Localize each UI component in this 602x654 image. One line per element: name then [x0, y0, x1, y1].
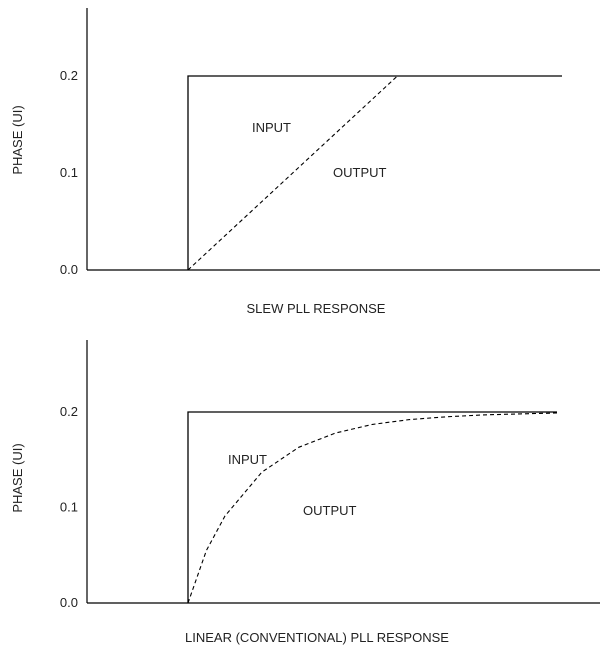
- y-tick-label: 0.1: [60, 500, 78, 515]
- input-series-line: [187, 75, 562, 270]
- y-tick-label: 0.2: [60, 68, 78, 83]
- chart-title: LINEAR (CONVENTIONAL) PLL RESPONSE: [185, 630, 449, 645]
- input-series-line: [187, 411, 557, 603]
- y-axis-label: PHASE (UI): [10, 443, 25, 512]
- y-tick-label: 0.2: [60, 404, 78, 419]
- chart-title: SLEW PLL RESPONSE: [247, 301, 386, 316]
- input-annotation: INPUT: [228, 452, 267, 467]
- output-annotation: OUTPUT: [303, 503, 357, 518]
- chart-1: 0.0 0.1 0.2 PHASE (UI) INPUT OUTPUT SLEW PLL R…: [10, 8, 600, 316]
- output-series-line: [187, 412, 558, 604]
- y-axis-label: PHASE (UI): [10, 105, 25, 174]
- input-annotation: INPUT: [252, 120, 291, 135]
- y-tick-label: 0.1: [60, 165, 78, 180]
- output-series-line: [187, 75, 398, 271]
- y-tick-label: 0.0: [60, 595, 78, 610]
- output-annotation: OUTPUT: [333, 165, 387, 180]
- chart-2: 0.0 0.1 0.2 PHASE (UI) INPUT OUTPUT LINEAR (CO…: [10, 340, 600, 645]
- y-tick-label: 0.0: [60, 262, 78, 277]
